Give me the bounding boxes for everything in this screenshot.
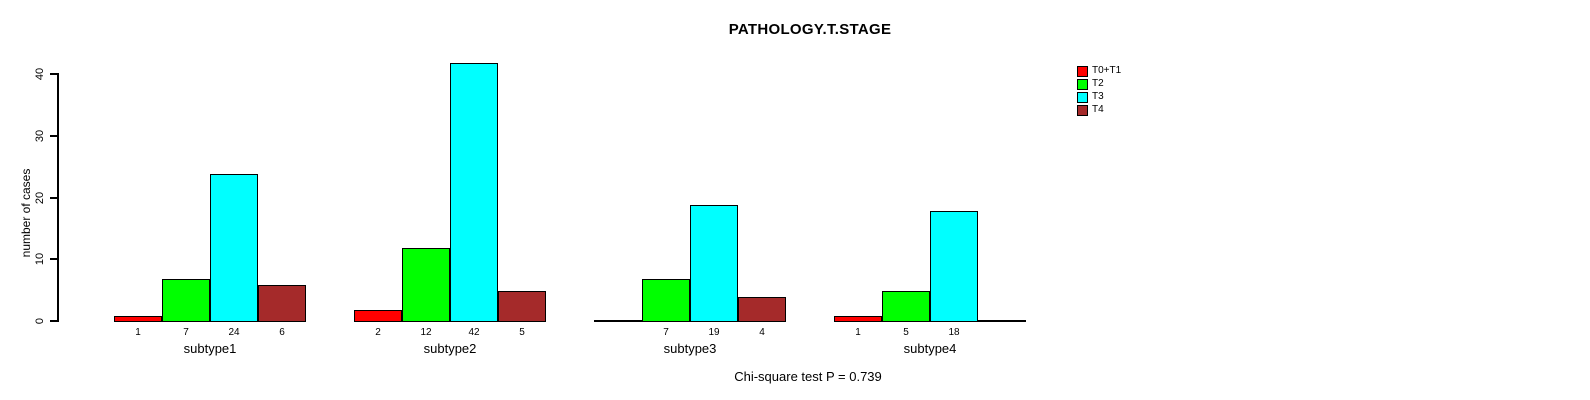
y-axis-tick-label: 20 [34,191,46,204]
legend-swatch-icon [1077,78,1088,90]
y-axis-tick-label: 30 [34,129,46,142]
category-label-subtype2: subtype2 [423,341,477,356]
legend-row: T3 [1077,91,1121,103]
bar-subtype3-t0-t1-zero [594,320,642,322]
category-label-subtype1: subtype1 [183,341,237,356]
bar-value-label-subtype2-t2: 12 [420,327,432,338]
bar-subtype2-t2 [402,248,450,322]
y-axis-tick [50,134,58,137]
bar-value-label-subtype1-t2: 7 [183,327,189,338]
y-axis-title: number of cases [19,168,33,258]
bar-subtype4-t2 [882,291,930,322]
y-axis-tick-label: 40 [34,67,46,81]
y-axis-tick-label: 0 [34,317,46,325]
bar-value-label-subtype3-t3: 19 [708,327,720,338]
legend-swatch-icon [1077,65,1088,77]
y-axis-tick-label: 10 [34,253,46,266]
bar-value-label-subtype2-t3: 42 [468,327,480,338]
y-axis-tick [50,196,58,199]
legend-row: T4 [1077,104,1121,116]
bar-subtype4-t0-t1 [834,316,882,322]
legend-label: T3 [1092,91,1104,102]
legend-label: T2 [1092,78,1104,89]
legend-label: T4 [1092,104,1104,115]
bar-value-label-subtype4-t2: 5 [903,327,909,338]
category-label-subtype4: subtype4 [903,341,957,356]
bar-value-label-subtype2-t0-t1: 2 [375,327,381,338]
legend-swatch-icon [1077,91,1088,103]
y-axis-tick [50,320,58,322]
bar-subtype2-t4 [498,291,546,322]
legend-swatch-icon [1077,104,1088,116]
bar-value-label-subtype4-t3: 18 [948,327,960,338]
bar-subtype1-t4 [258,285,306,322]
y-axis-line [57,73,59,322]
bar-subtype4-t4-zero [978,320,1026,322]
bar-value-label-subtype4-t0-t1: 1 [855,327,861,338]
bar-subtype4-t3 [930,211,978,322]
bar-value-label-subtype1-t0-t1: 1 [135,327,141,338]
bar-subtype2-t3 [450,63,498,322]
bar-value-label-subtype2-t4: 5 [519,327,525,338]
bar-value-label-subtype1-t4: 6 [279,327,285,338]
category-label-subtype3: subtype3 [663,341,717,356]
legend: T0+T1 T2 T3 T4 [1077,65,1122,116]
chart-title: PATHOLOGY.T.STAGE [728,21,892,38]
bar-subtype1-t2 [162,279,210,322]
bar-subtype2-t0-t1 [354,310,402,322]
y-axis-tick [50,258,58,261]
legend-row: T2 [1077,78,1121,90]
bar-value-label-subtype3-t2: 7 [663,327,669,338]
bar-subtype1-t0-t1 [114,316,162,322]
bar-value-label-subtype3-t4: 4 [759,327,765,338]
bar-subtype1-t3 [210,174,258,322]
bar-value-label-subtype1-t3: 24 [228,327,240,338]
bar-subtype3-t2 [642,279,690,322]
bar-subtype3-t3 [690,205,738,322]
bar-subtype3-t4 [738,297,786,322]
legend-row: T0+T1 [1077,65,1122,77]
chi-square-note: Chi-square test P = 0.739 [734,369,882,384]
legend-label: T0+T1 [1092,65,1122,76]
y-axis-tick [50,73,58,75]
